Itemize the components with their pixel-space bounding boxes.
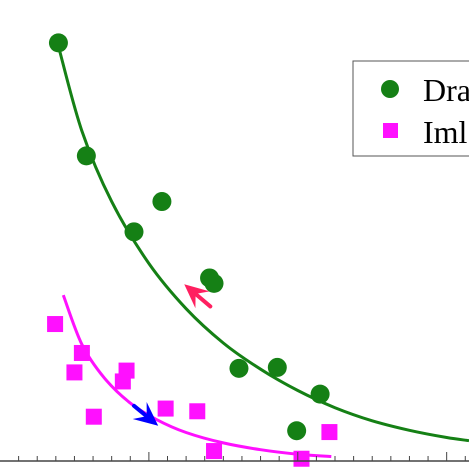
legend-box: [352, 60, 469, 157]
point-series-1-8: [267, 357, 287, 377]
legend: Dra Iml: [352, 60, 469, 157]
point-series-1-6: [204, 273, 224, 293]
fit-line-series-2: [61, 294, 332, 458]
arrows: [132, 284, 213, 426]
arrow-2: [132, 402, 159, 426]
legend-marker-series-1: [381, 80, 399, 98]
legend-label-series-2: Iml: [423, 114, 468, 150]
fit-line-series-1: [56, 45, 469, 443]
data-points: [47, 33, 338, 467]
point-series-2-5: [114, 373, 131, 390]
point-series-1-9: [310, 384, 330, 404]
point-series-1-4: [152, 192, 172, 212]
point-series-1-7: [229, 358, 249, 378]
arrow-1: [184, 284, 213, 309]
point-series-2-9: [206, 443, 223, 460]
point-series-2-3: [66, 364, 83, 381]
legend-label-series-1: Dra: [423, 72, 469, 108]
point-series-2-7: [189, 403, 206, 420]
x-axis: [0, 452, 469, 462]
point-series-1-10: [287, 421, 307, 441]
point-series-2-1: [47, 316, 64, 333]
point-series-2-2: [73, 344, 90, 361]
point-series-1-3: [124, 222, 144, 242]
point-series-1-1: [48, 33, 68, 53]
point-series-2-11: [321, 424, 338, 441]
point-series-1-2: [76, 146, 96, 166]
point-series-2-8: [85, 408, 102, 425]
point-series-2-10: [293, 450, 310, 467]
fit-curves: [56, 45, 469, 458]
point-series-2-6: [157, 400, 174, 417]
legend-marker-series-2: [383, 123, 398, 138]
